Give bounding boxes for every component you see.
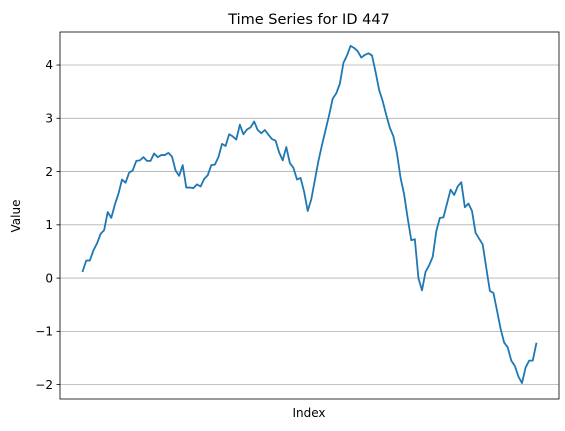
y-axis-label: Value: [9, 200, 23, 233]
y-axis-ticks: −2 −1 0 1 2 3 4: [35, 58, 60, 392]
series-layer: [81, 44, 538, 384]
plot-area: [60, 32, 559, 399]
y-tick-label: 1: [45, 218, 53, 232]
y-tick-label: −1: [35, 325, 53, 339]
plot-frame: [59, 31, 560, 400]
x-axis-label: Index: [292, 406, 325, 420]
y-tick-label: 2: [45, 165, 53, 179]
y-tick-label: 0: [45, 271, 53, 285]
y-tick-label: 3: [45, 111, 53, 125]
grid-lines: [60, 64, 559, 386]
series-line: [81, 44, 538, 384]
y-tick-label: −2: [35, 378, 53, 392]
y-tick-label: 4: [45, 58, 53, 72]
chart-title: Time Series for ID 447: [227, 12, 390, 28]
